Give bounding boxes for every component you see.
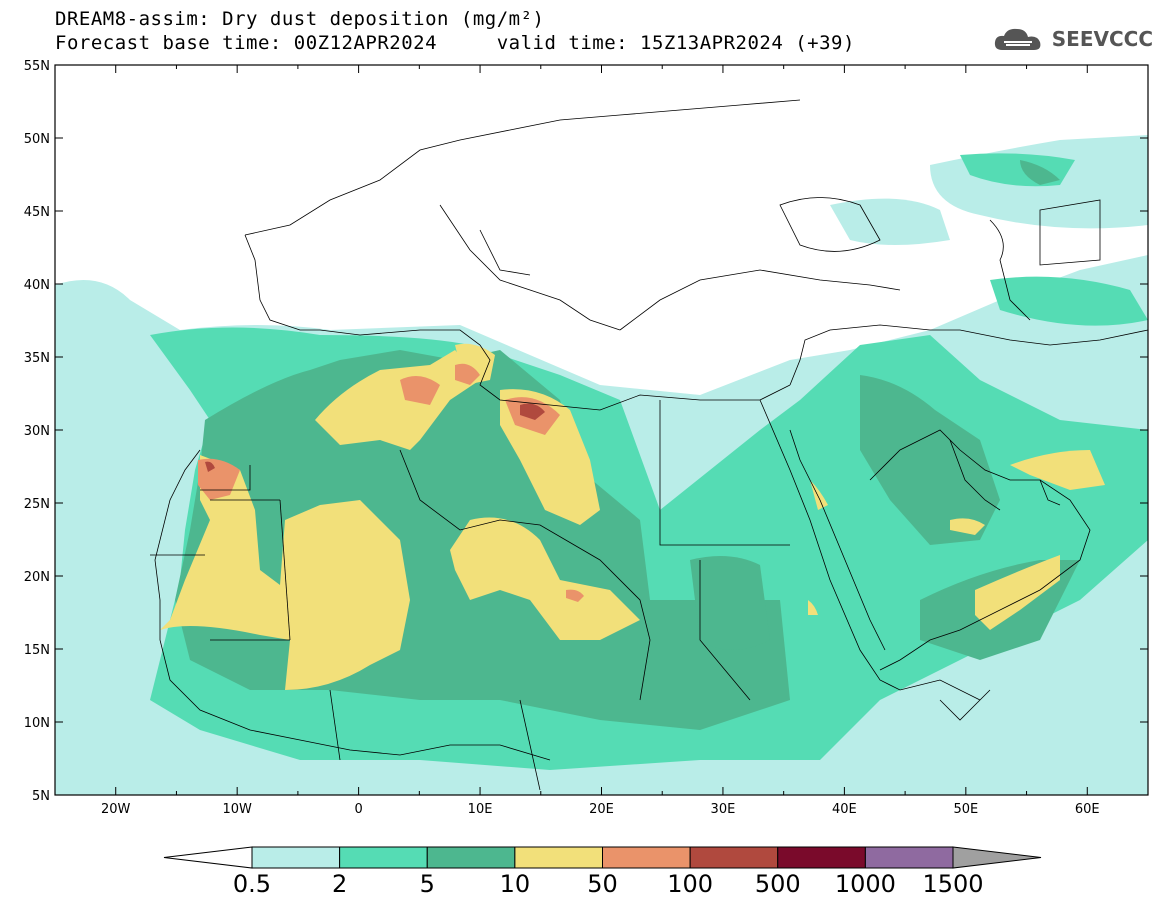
lat-tick-label: 40N bbox=[24, 278, 50, 293]
field-red bbox=[205, 403, 545, 472]
lat-tick-label: 5N bbox=[32, 789, 50, 804]
colorbar-box bbox=[864, 846, 954, 869]
lon-tick-label: 40E bbox=[832, 802, 857, 817]
map-area bbox=[55, 65, 1148, 795]
lon-tick-label: 30E bbox=[711, 802, 736, 817]
lat-tick-label: 15N bbox=[24, 643, 50, 658]
lon-tick-label: 60E bbox=[1075, 802, 1100, 817]
lat-tick-label: 50N bbox=[24, 132, 50, 147]
lon-tick-label: 10W bbox=[222, 802, 252, 817]
colorbar-label: 50 bbox=[587, 870, 618, 898]
seevccc-logo: SEEVCCC bbox=[992, 24, 1153, 54]
colorbar-label: 5 bbox=[420, 870, 435, 898]
colorbar-box bbox=[339, 846, 428, 869]
colorbar-label: 2 bbox=[332, 870, 347, 898]
coastlines-and-borders bbox=[150, 99, 1148, 791]
colorbar-label: 10 bbox=[500, 870, 531, 898]
colorbar: 0.5 2 5 10 50 100 500 1000 1500 bbox=[163, 846, 1042, 898]
colorbar-box bbox=[251, 846, 341, 869]
logo-text: SEEVCCC bbox=[1051, 27, 1153, 51]
lon-tick-label: 20W bbox=[101, 802, 131, 817]
lat-tick-label: 20N bbox=[24, 570, 50, 585]
lat-tick-label: 30N bbox=[24, 424, 50, 439]
lon-tick-label: 20E bbox=[589, 802, 614, 817]
lat-tick-label: 45N bbox=[24, 205, 50, 220]
colorbar-box bbox=[689, 846, 779, 869]
chart-subtitle: Forecast base time: 00Z12APR2024 valid t… bbox=[55, 32, 855, 54]
colorbar-label: 500 bbox=[755, 870, 801, 898]
lat-tick-label: 25N bbox=[24, 497, 50, 512]
colorbar-label: 0.5 bbox=[233, 870, 271, 898]
colorbar-label: 100 bbox=[667, 870, 713, 898]
colorbar-box bbox=[426, 846, 516, 869]
lat-tick-label: 35N bbox=[24, 351, 50, 366]
lon-tick-label: 50E bbox=[953, 802, 978, 817]
lat-tick-label: 10N bbox=[24, 716, 50, 731]
lon-tick-label: 10E bbox=[468, 802, 493, 817]
colorbar-low-arrow bbox=[163, 846, 253, 869]
lat-tick-label: 55N bbox=[24, 59, 50, 74]
axis-ticks: 20W 10W 0 10E 20E 30E 40E 50E 60E 5N 10N 15N 20N 25N 3… bbox=[24, 59, 1149, 817]
colorbar-box bbox=[602, 846, 691, 869]
chart-title: DREAM8-assim: Dry dust deposition (mg/m²… bbox=[55, 8, 545, 30]
cloud-icon bbox=[994, 28, 1041, 50]
colorbar-label: 1500 bbox=[922, 870, 983, 898]
colorbar-box bbox=[514, 846, 603, 869]
colorbar-box bbox=[777, 846, 866, 869]
colorbar-label: 1000 bbox=[835, 870, 896, 898]
colorbar-high-arrow bbox=[952, 846, 1042, 869]
lon-tick-label: 0 bbox=[354, 802, 362, 817]
